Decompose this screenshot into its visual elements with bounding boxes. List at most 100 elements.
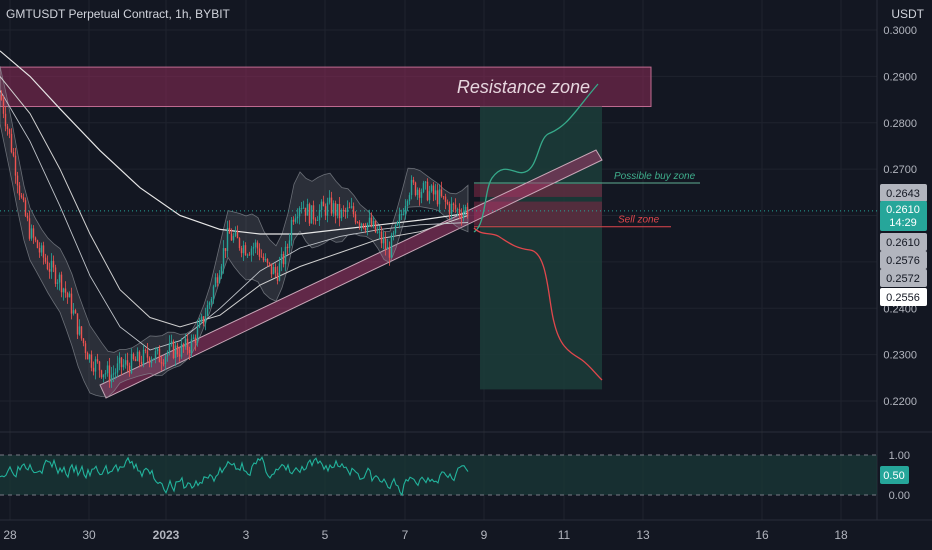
candle-body	[160, 362, 163, 364]
candle-body	[464, 206, 467, 212]
price-badge-bg	[880, 201, 927, 231]
candle-body	[40, 245, 43, 253]
candle-body	[158, 348, 161, 363]
candle-body	[354, 214, 357, 223]
candle-body	[96, 359, 99, 362]
candle-body	[60, 274, 63, 293]
time-axis: 28 30 2023 3 5 7 9 11 13 16 18	[3, 528, 848, 542]
price-badge-text: 0.2572	[886, 273, 920, 285]
candle-body	[194, 337, 197, 343]
time-tick-label: 9	[481, 528, 488, 542]
candle-body	[428, 191, 431, 201]
candle-body	[22, 197, 25, 201]
candle-body	[6, 126, 9, 130]
moving-average-slow	[0, 50, 469, 235]
candle-body	[230, 233, 233, 241]
candle-body	[80, 326, 83, 339]
candle-body	[196, 327, 199, 343]
candle-body	[214, 277, 217, 287]
price-badge-bg	[880, 251, 927, 269]
candle-body	[386, 246, 389, 250]
candle-body	[374, 221, 377, 233]
price-badge-bg	[880, 269, 927, 287]
candle-body	[148, 357, 151, 364]
chart-title: GMTUSDT Perpetual Contract, 1h, BYBIT	[6, 7, 230, 21]
candle-body	[32, 228, 35, 238]
candle-body	[406, 201, 409, 206]
bearish-projection	[473, 227, 603, 381]
candle-body	[280, 254, 283, 264]
candle-body	[36, 240, 39, 248]
candle-body	[208, 302, 211, 306]
candle-body	[446, 201, 449, 204]
candle-body	[246, 254, 249, 256]
candle-body	[462, 211, 465, 218]
candle-body	[380, 231, 383, 244]
oscillator-value-badge: 0.50	[880, 466, 909, 484]
candle-body	[382, 239, 385, 244]
candle-body	[30, 228, 33, 239]
candle-body	[348, 207, 351, 209]
candle-body	[456, 209, 459, 210]
candle-body	[204, 315, 207, 324]
candle-body	[370, 217, 373, 227]
candle-body	[318, 210, 321, 221]
candle-body	[100, 370, 103, 378]
candle-body	[66, 292, 69, 298]
candle-body	[254, 242, 257, 248]
target-box	[480, 106, 602, 390]
candle-body	[274, 267, 277, 273]
price-badge-countdown: 14:29	[889, 217, 917, 229]
candle-body	[444, 196, 447, 202]
candle-body	[118, 357, 121, 364]
candle-body	[236, 231, 239, 239]
candle-body	[434, 190, 437, 195]
candle-body	[290, 219, 293, 241]
candle-body	[404, 205, 407, 215]
candle-body	[414, 182, 417, 195]
candle-body	[74, 310, 77, 314]
candle-body	[312, 205, 315, 220]
candle-body	[298, 208, 301, 217]
candle-body	[408, 195, 411, 202]
candle-body	[222, 248, 225, 267]
candle-body	[228, 227, 231, 234]
price-badge: 0.2572	[880, 269, 927, 287]
price-badge-text: 0.2610	[886, 237, 920, 249]
price-badge-bg	[880, 184, 927, 202]
candle-body	[156, 348, 159, 352]
candle-body	[420, 191, 423, 198]
candle-body	[266, 259, 269, 263]
candle-body	[64, 288, 67, 293]
candle-body	[174, 345, 177, 358]
candle-body	[340, 210, 343, 219]
candle-body	[182, 343, 185, 347]
candle-body	[232, 235, 235, 241]
candle-body	[314, 219, 317, 221]
candle-body	[0, 94, 3, 100]
candle-body	[16, 175, 19, 186]
candle-body	[352, 206, 355, 215]
candle-body	[138, 351, 141, 362]
candle-body	[70, 293, 73, 314]
candle-body	[292, 219, 295, 222]
candle-body	[452, 203, 455, 205]
candle-body	[326, 202, 329, 216]
candle-body	[424, 181, 427, 183]
candle-body	[50, 260, 53, 272]
candle-body	[144, 349, 147, 351]
candle-body	[410, 179, 413, 196]
candle-body	[84, 343, 87, 353]
candle-body	[270, 263, 273, 275]
candle-body	[166, 352, 169, 357]
candle-body	[402, 214, 405, 215]
candle-body	[92, 367, 95, 372]
candle-body	[120, 357, 123, 368]
candle-body	[378, 231, 381, 233]
price-tick-label: 0.2800	[883, 118, 917, 130]
candle-body	[142, 349, 145, 364]
candle-body	[422, 182, 425, 192]
candle-body	[146, 350, 149, 358]
price-badge-text: 0.2556	[886, 292, 920, 304]
time-tick-label: 2023	[153, 528, 180, 542]
